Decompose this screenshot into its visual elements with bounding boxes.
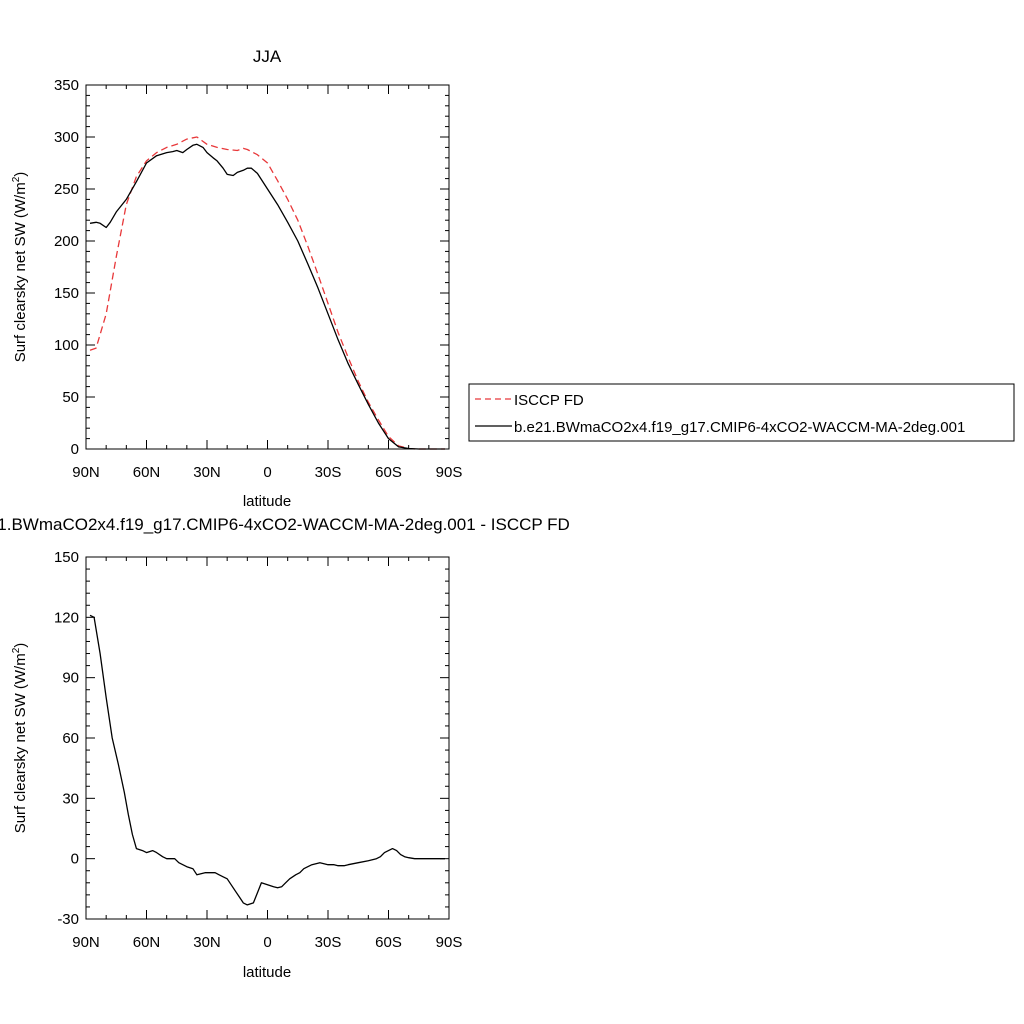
top-y-axis-label-main: Surf clearsky net SW (W/m	[12, 182, 29, 362]
top-panel: JJA 90N 60N 30N 0 30S 60S 90S 0 50 100 150 200 250 30…	[11, 47, 462, 510]
bottom-y-axis-label-main: Surf clearsky net SW (W/m	[12, 653, 29, 833]
top-x-tick-label: 0	[263, 464, 271, 481]
bottom-tick-layer: 90N 60N 30N 0 30S 60S 90S -30 0 30 60 90 120 150	[54, 549, 462, 951]
legend-label-isccp: ISCCP FD	[514, 392, 584, 409]
bottom-y-tick-label: 60	[62, 730, 79, 747]
top-x-tick-label: 30N	[193, 464, 221, 481]
bottom-x-tick-label: 60N	[133, 934, 161, 951]
bottom-x-tick-label: 60S	[375, 934, 402, 951]
bottom-y-tick-label: 90	[62, 670, 79, 687]
top-series-layer	[89, 136, 445, 450]
top-x-tick-label: 90S	[436, 464, 463, 481]
top-x-tick-label: 90N	[72, 464, 100, 481]
bottom-y-tick-label: 150	[54, 549, 79, 566]
bottom-x-tick-label: 0	[263, 934, 271, 951]
legend-label-model: b.e21.BWmaCO2x4.f19_g17.CMIP6-4xCO2-WACC…	[514, 419, 965, 436]
top-panel-title: JJA	[253, 47, 282, 66]
top-x-tick-label: 60S	[375, 464, 402, 481]
bottom-plot-frame	[85, 556, 450, 920]
top-y-axis-label-tail: )	[12, 172, 29, 177]
bottom-y-tick-label: 120	[54, 609, 79, 626]
top-y-tick-label: 0	[71, 441, 79, 458]
top-x-axis-label: latitude	[243, 493, 291, 510]
top-series-line-0	[89, 136, 445, 450]
bottom-x-tick-label: 90S	[436, 934, 463, 951]
bottom-x-tick-label: 30N	[193, 934, 221, 951]
bottom-y-tick-label: 0	[71, 851, 79, 868]
bottom-y-tick-label: 30	[62, 790, 79, 807]
top-y-axis-label: Surf clearsky net SW (W/m2)	[11, 172, 29, 363]
bottom-y-axis-label: Surf clearsky net SW (W/m2)	[11, 643, 29, 834]
bottom-x-tick-label: 30S	[315, 934, 342, 951]
bottom-x-tick-label: 90N	[72, 934, 100, 951]
top-y-tick-label: 50	[62, 389, 79, 406]
top-y-tick-label: 200	[54, 233, 79, 250]
bottom-x-axis-label: latitude	[243, 964, 291, 981]
legend: ISCCP FD b.e21.BWmaCO2x4.f19_g17.CMIP6-4…	[468, 383, 1015, 442]
top-series-line-1	[89, 143, 445, 450]
top-y-axis-label-sup: 2	[11, 176, 22, 182]
top-y-tick-label: 350	[54, 77, 79, 94]
bottom-y-axis-label-sup: 2	[11, 647, 22, 653]
bottom-panel: b.e21.BWmaCO2x4.f19_g17.CMIP6-4xCO2-WACC…	[0, 515, 570, 981]
top-plot-frame	[85, 84, 450, 450]
bottom-series-layer	[89, 614, 445, 906]
top-x-tick-label: 30S	[315, 464, 342, 481]
top-y-tick-label: 300	[54, 129, 79, 146]
top-y-tick-label: 250	[54, 181, 79, 198]
bottom-series-line-0	[89, 614, 445, 906]
bottom-panel-title: b.e21.BWmaCO2x4.f19_g17.CMIP6-4xCO2-WACC…	[0, 515, 570, 534]
top-tick-layer: 90N 60N 30N 0 30S 60S 90S 0 50 100 150 200 250 300 350	[54, 77, 462, 481]
legend-box	[468, 383, 1015, 442]
bottom-y-tick-label: -30	[57, 911, 79, 928]
top-y-tick-label: 100	[54, 337, 79, 354]
bottom-y-axis-label-tail: )	[12, 643, 29, 648]
top-x-tick-label: 60N	[133, 464, 161, 481]
top-y-tick-label: 150	[54, 285, 79, 302]
